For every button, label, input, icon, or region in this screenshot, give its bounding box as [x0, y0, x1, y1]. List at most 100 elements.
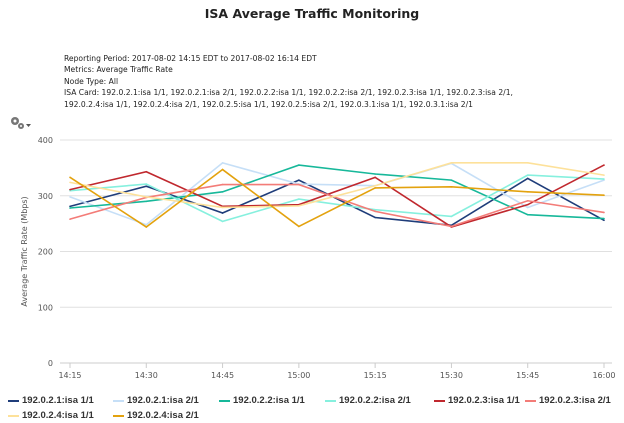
legend-swatch — [434, 399, 445, 402]
data-point — [145, 185, 148, 188]
legend-item[interactable]: 192.0.2.4:isa 2/1 — [113, 410, 199, 421]
data-point — [526, 177, 529, 180]
y-tick-label: 0 — [48, 359, 53, 368]
series-line-5 — [69, 183, 605, 228]
data-point — [374, 184, 376, 187]
data-point — [526, 174, 529, 176]
series-line-7 — [69, 168, 605, 228]
data-point — [450, 215, 453, 218]
data-point — [221, 220, 224, 223]
legend-swatch — [8, 414, 19, 417]
data-point — [298, 198, 300, 200]
data-point — [603, 211, 605, 214]
data-point — [603, 164, 605, 166]
legend-swatch — [8, 399, 19, 402]
x-tick-label: 15:30 — [440, 371, 463, 380]
isa-card-list-cont: 192.0.2.4:isa 1/1, 192.0.2.4:isa 2/1, 19… — [64, 99, 473, 109]
data-point — [374, 210, 376, 213]
data-point — [450, 162, 453, 164]
data-point — [69, 176, 71, 179]
legend-label: 192.0.2.4:isa 1/1 — [22, 410, 94, 421]
data-point — [374, 176, 376, 179]
gear-dropdown-icon[interactable] — [9, 115, 33, 131]
data-point — [603, 178, 605, 180]
series-line-3 — [69, 174, 605, 223]
data-point — [145, 170, 148, 173]
data-point — [526, 162, 529, 164]
y-tick-label: 100 — [38, 303, 53, 312]
x-tick-label: 15:15 — [364, 371, 387, 380]
legend-item[interactable]: 192.0.2.3:isa 1/1 — [434, 395, 520, 406]
series-line-1 — [69, 161, 605, 226]
data-point — [374, 187, 376, 189]
legend-item[interactable]: 192.0.2.3:isa 2/1 — [525, 395, 611, 406]
y-tick-label: 200 — [38, 248, 53, 257]
data-point — [526, 199, 529, 202]
series-line-6 — [69, 162, 605, 209]
x-tick-label: 14:15 — [58, 371, 81, 380]
y-tick-label: 400 — [38, 136, 53, 145]
x-tick-label: 15:00 — [287, 371, 310, 380]
legend-swatch — [325, 399, 336, 402]
data-point — [145, 223, 148, 226]
metrics-label: Metrics: Average Traffic Rate — [64, 65, 173, 75]
data-point — [374, 208, 376, 211]
data-point — [526, 191, 529, 193]
data-point — [221, 191, 224, 193]
data-point — [145, 200, 148, 203]
legend-label: 192.0.2.2:isa 2/1 — [339, 395, 411, 406]
legend-label: 192.0.2.3:isa 1/1 — [448, 395, 520, 406]
data-point — [69, 218, 71, 220]
data-point — [298, 179, 300, 181]
legend-label: 192.0.2.4:isa 2/1 — [127, 410, 199, 421]
legend-swatch — [525, 399, 536, 402]
reporting-period: Reporting Period: 2017-08-02 14:15 EDT t… — [64, 54, 317, 63]
legend-label: 192.0.2.3:isa 2/1 — [539, 395, 611, 406]
data-point — [221, 168, 224, 171]
series-line-4 — [69, 164, 605, 228]
data-point — [69, 196, 71, 198]
data-point — [374, 173, 376, 175]
data-point — [298, 164, 300, 166]
legend-item[interactable]: 192.0.2.1:isa 1/1 — [8, 395, 94, 406]
data-point — [298, 225, 300, 228]
data-point — [221, 162, 224, 164]
data-point — [145, 196, 148, 198]
data-point — [450, 179, 453, 181]
legend-item[interactable]: 192.0.2.4:isa 1/1 — [8, 410, 94, 421]
data-point — [450, 186, 453, 188]
legend-item[interactable]: 192.0.2.1:isa 2/1 — [113, 395, 199, 406]
data-point — [69, 188, 71, 191]
legend-label: 192.0.2.2:isa 1/1 — [233, 395, 305, 406]
legend-swatch — [219, 399, 230, 402]
data-point — [69, 207, 71, 209]
data-point — [221, 183, 224, 186]
data-point — [221, 206, 224, 209]
data-point — [603, 217, 605, 220]
legend-swatch — [113, 399, 124, 402]
chart-title: ISA Average Traffic Monitoring — [204, 6, 420, 21]
isa-card-list: ISA Card: 192.0.2.1:isa 1/1, 192.0.2.1:i… — [64, 88, 513, 98]
legend-swatch — [113, 414, 124, 417]
data-point — [450, 225, 453, 228]
data-point — [69, 205, 71, 208]
report-info: Reporting Period: 2017-08-02 14:15 EDT t… — [64, 53, 513, 110]
node-type-label: Node Type: All — [64, 76, 119, 86]
x-tick-label: 16:00 — [592, 371, 615, 380]
y-tick-label: 300 — [38, 192, 53, 201]
line-chart: 0 100 200 300 400 14:15 14:30 14:45 15:00 15:15 15… — [20, 136, 616, 380]
legend-label: 192.0.2.1:isa 2/1 — [127, 395, 199, 406]
x-tick-label: 15:45 — [516, 371, 539, 380]
data-point — [69, 181, 71, 184]
legend-item[interactable]: 192.0.2.2:isa 1/1 — [219, 395, 305, 406]
data-point — [603, 174, 605, 176]
data-point — [145, 226, 148, 228]
data-point — [298, 183, 300, 186]
data-point — [374, 216, 376, 219]
data-point — [221, 212, 224, 214]
y-axis-label: Average Traffic Rate (Mbps) — [20, 196, 29, 306]
legend-item[interactable]: 192.0.2.2:isa 2/1 — [325, 395, 411, 406]
data-point — [603, 194, 605, 196]
data-point — [526, 213, 529, 216]
data-point — [526, 206, 529, 209]
